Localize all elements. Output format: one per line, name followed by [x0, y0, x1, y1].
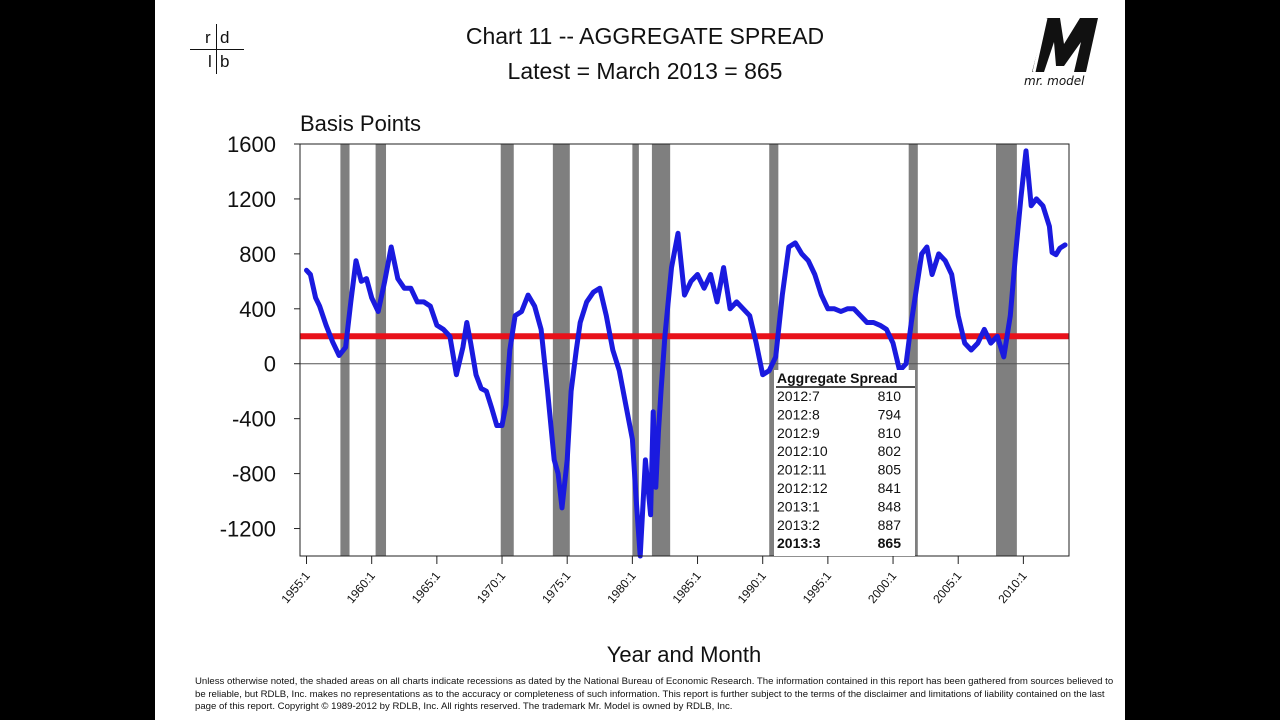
recession-band: [500, 144, 514, 556]
table-period: 2012:12: [777, 480, 828, 496]
x-tick-label: 1955:1: [278, 569, 313, 606]
recession-band: [908, 144, 918, 556]
table-value: 794: [878, 406, 902, 422]
x-tick-label: 1970:1: [474, 569, 509, 606]
mr-model-logo: mr. model: [1020, 14, 1110, 94]
table-period: 2012:9: [777, 425, 820, 441]
table-rows: 2012:7 810 2012:8 794 2012:9 810 2012:10 802 201…: [777, 388, 901, 551]
table-period: 2012:11: [777, 462, 827, 478]
table-background: [774, 370, 915, 556]
logo-horizontal-rule: [190, 49, 244, 50]
y-axis-label: Basis Points: [300, 111, 421, 136]
table-period: 2013:2: [777, 517, 820, 533]
x-tick-label: 1980:1: [604, 569, 639, 606]
x-tick-label: 1960:1: [344, 569, 379, 606]
aggregate-spread-line: [304, 148, 1068, 559]
y-axis: 1600 1200 800 400 0 -400 -800 -1200: [220, 132, 300, 542]
table-value: 841: [878, 480, 902, 496]
table-value: 802: [878, 443, 902, 459]
x-tick-label: 1995:1: [800, 569, 835, 606]
table-value: 810: [878, 388, 902, 404]
table-value: 865: [878, 535, 902, 551]
recession-band: [769, 144, 779, 556]
table-value: 848: [878, 498, 902, 514]
table-period: 2013:3: [777, 535, 821, 551]
chart-subtitle: Latest = March 2013 = 865: [507, 58, 783, 84]
logo-letter-r: r: [205, 28, 211, 47]
table-period: 2013:1: [777, 498, 820, 514]
x-tick-label: 2000:1: [865, 569, 900, 606]
x-axis: 1955:1 1960:1 1965:1 1970:1 1975:1 1980:1 1985…: [278, 556, 1030, 606]
rdlb-logo: r d l b: [190, 22, 246, 78]
table-period: 2012:10: [777, 443, 828, 459]
table-value: 810: [878, 425, 902, 441]
mr-model-caption: mr. model: [1024, 74, 1085, 88]
mr-model-m-mark: [1032, 17, 1098, 73]
x-tick-label: 1975:1: [539, 569, 574, 606]
recession-shading: [340, 144, 1017, 556]
table-header: Aggregate Spread: [777, 370, 898, 386]
recession-band: [632, 144, 639, 556]
plot-frame: [299, 143, 1070, 557]
y-tick-label: 1600: [227, 132, 276, 157]
disclaimer-text: Unless otherwise noted, the shaded areas…: [195, 676, 1114, 712]
logo-letter-l: l: [208, 52, 212, 71]
recession-band: [651, 144, 671, 556]
y-tick-label: -400: [232, 407, 276, 432]
recession-band: [375, 144, 387, 556]
x-tick-label: 1990:1: [735, 569, 770, 606]
aggregate-spread-chart: 1600 1200 800 400 0 -400 -800 -1200 1955:1 1960:…: [220, 111, 1070, 667]
table-period: 2012:8: [777, 406, 820, 422]
y-tick-label: 800: [239, 242, 276, 267]
y-tick-label: 1200: [227, 187, 276, 212]
report-page: r d l b Chart 11 -- AGGREGATE SPREAD Lat…: [155, 0, 1125, 720]
y-tick-label: 0: [264, 352, 276, 377]
chart-title: Chart 11 -- AGGREGATE SPREAD: [465, 23, 825, 49]
x-tick-label: 1965:1: [409, 569, 444, 606]
y-tick-label: -1200: [220, 517, 276, 542]
logo-letter-b: b: [220, 52, 230, 71]
x-axis-label: Year and Month: [607, 642, 762, 667]
x-tick-label: 2005:1: [930, 569, 965, 606]
y-tick-label: -800: [232, 462, 276, 487]
x-tick-label: 1985:1: [670, 569, 705, 606]
logo-letter-d: d: [220, 28, 230, 47]
x-tick-label: 2010:1: [995, 569, 1030, 606]
y-tick-label: 400: [239, 297, 276, 322]
table-value: 887: [878, 517, 902, 533]
table-value: 805: [878, 462, 902, 478]
table-period: 2012:7: [777, 388, 820, 404]
